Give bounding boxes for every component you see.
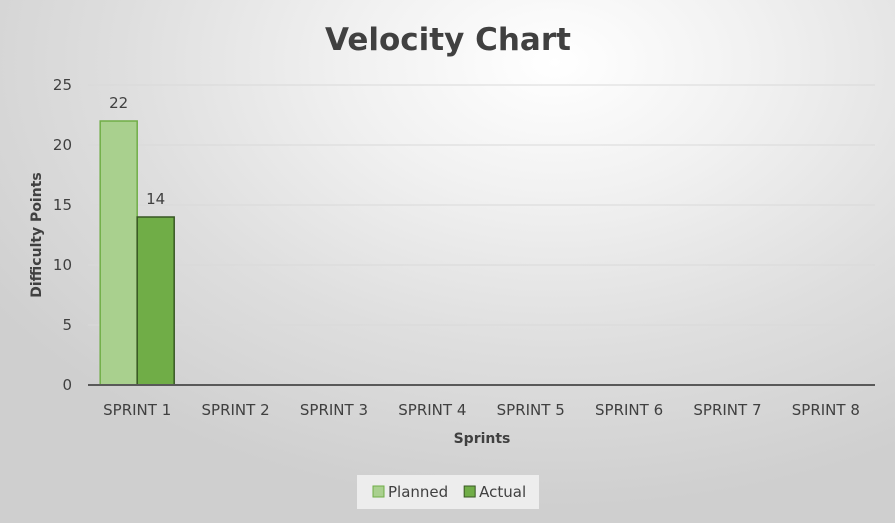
y-tick-label: 5 xyxy=(62,316,72,334)
x-tick-label: SPRINT 4 xyxy=(398,401,466,419)
y-axis-ticks: 0 5 10 15 20 25 xyxy=(53,76,72,394)
x-tick-label: SPRINT 3 xyxy=(300,401,368,419)
x-axis-ticks: SPRINT 1 SPRINT 2 SPRINT 3 SPRINT 4 SPRINT 5… xyxy=(103,401,860,419)
bar-planned xyxy=(99,120,138,386)
x-axis-title: Sprints xyxy=(454,431,511,447)
x-tick-label: SPRINT 6 xyxy=(595,401,663,419)
bar-actual xyxy=(136,216,175,386)
x-tick-label: SPRINT 8 xyxy=(792,401,860,419)
x-tick-label: SPRINT 5 xyxy=(497,401,565,419)
y-tick-label: 20 xyxy=(53,136,72,154)
bars xyxy=(99,120,175,386)
x-tick-label: SPRINT 2 xyxy=(202,401,270,419)
legend-label-actual: Actual xyxy=(479,483,526,501)
legend-swatch-actual xyxy=(463,485,476,498)
legend-box xyxy=(357,475,539,509)
y-tick-label: 0 xyxy=(62,376,72,394)
gridlines xyxy=(88,84,875,326)
x-tick-label: SPRINT 7 xyxy=(693,401,761,419)
legend-label-planned: Planned xyxy=(388,483,448,501)
x-tick-label: SPRINT 1 xyxy=(103,401,171,419)
y-axis-title: Difficulty Points xyxy=(29,172,45,297)
legend-swatch-planned xyxy=(372,485,385,498)
data-labels: 22 14 xyxy=(109,94,165,208)
data-label: 14 xyxy=(146,190,165,208)
y-tick-label: 25 xyxy=(53,76,72,94)
legend: Planned Actual xyxy=(357,475,539,509)
y-tick-label: 15 xyxy=(53,196,72,214)
data-label: 22 xyxy=(109,94,128,112)
y-tick-label: 10 xyxy=(53,256,72,274)
chart-title: Velocity Chart xyxy=(325,22,571,58)
